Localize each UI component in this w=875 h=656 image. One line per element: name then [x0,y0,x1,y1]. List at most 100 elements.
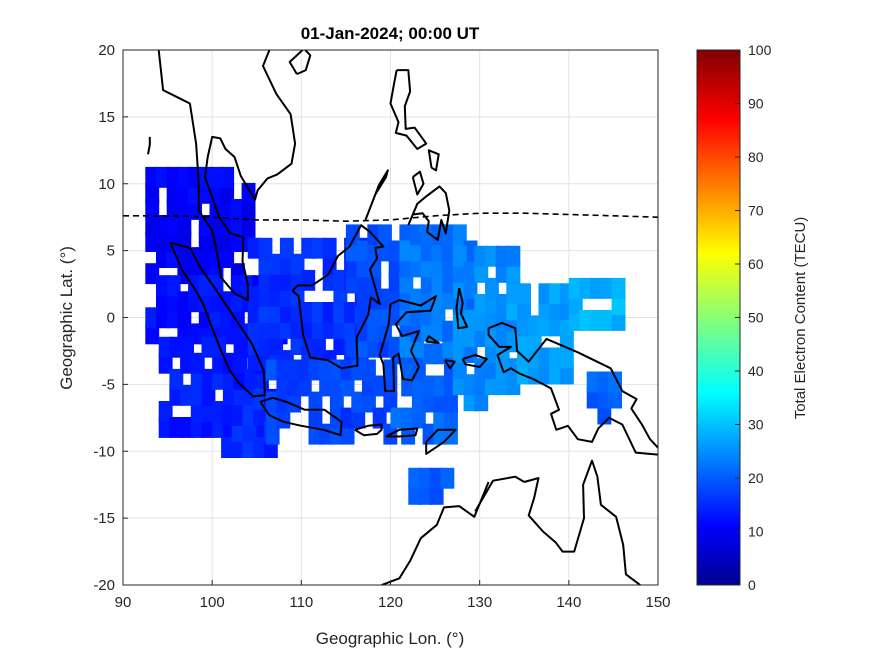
tec-cell [378,224,392,246]
tec-cell [611,310,626,331]
tec-cell [474,310,489,331]
tec-cell [340,359,355,381]
tec-cell [431,304,446,326]
tec-cell [538,363,553,385]
coastline-path [407,185,451,241]
y-tick-label: 5 [107,243,115,260]
x-tick-label: 110 [289,594,313,611]
tec-cell [422,423,437,445]
tec-cell [600,310,615,331]
y-tick-label: -10 [93,443,115,460]
tec-cell [297,375,312,397]
x-tick-label: 140 [556,594,581,611]
x-tick-label: 120 [378,594,403,611]
tec-cell [297,359,312,381]
tec-cell [345,272,360,294]
tec-cell [233,384,248,406]
tec-cell [463,277,478,299]
colorbar-label: Total Electron Content (TECU) [792,217,809,420]
tec-cell [549,283,564,305]
coastline-path [259,396,343,437]
tec-cell [452,358,467,380]
tec-cell [420,224,435,246]
tec-cell [422,375,437,397]
tec-cell [362,391,376,413]
tec-cell [198,215,213,236]
tec-cell [201,417,216,438]
colorbar [696,49,741,586]
tec-cell [362,375,376,397]
tec-cell [301,237,316,259]
tec-cell [485,342,499,363]
tec-cell [177,307,192,329]
coastlines [147,50,658,585]
tec-cell [247,302,262,323]
y-axis: 20 15 10 5 0 -5 -10 -15 -20 [93,42,128,594]
tec-cell [506,299,521,321]
tec-cell [247,285,262,307]
tec-cell [410,240,424,262]
y-tick-label: -15 [93,510,115,527]
tec-cell [269,318,284,339]
tec-cell [419,483,433,505]
tec-cell [269,334,284,355]
tec-cell [308,391,323,413]
tec-cell [198,247,213,268]
colorbar-tick-label: 60 [748,256,764,272]
coastline-path [444,359,456,370]
tec-cell [340,423,355,445]
tec-cell [188,275,202,297]
tec-cell [367,304,382,326]
tec-cell [399,256,414,278]
tec-cell [201,368,216,390]
tec-cell [401,359,416,381]
tec-cell [258,302,273,323]
tec-cell [220,231,235,252]
tec-cell [463,261,478,283]
tec-cell [444,391,458,413]
tec-cell [422,391,437,413]
tec-cell [279,285,294,307]
coastline-path [385,427,419,438]
tec-cell [222,352,237,374]
colorbar-tick-label: 50 [748,310,764,326]
tec-cell [333,302,348,323]
tec-cell [201,384,216,406]
tec-cell [452,261,467,283]
tec-cell [166,307,181,329]
tec-cell [312,318,326,339]
tec-cell [474,294,489,315]
x-axis: 90 100 110 120 130 140 150 [115,580,671,611]
tec-cell [230,307,245,329]
tec-cell [429,483,444,505]
tec-cell [538,283,553,305]
tec-cell [463,374,478,396]
tec-cell [258,285,273,307]
tec-cell [180,336,194,358]
tec-cell [145,199,160,220]
x-tick-label: 90 [115,594,132,611]
tec-cell [474,374,489,396]
tec-cell [411,391,426,413]
tec-cell [410,304,424,326]
tec-cell [242,437,257,458]
tec-cell [367,240,382,262]
x-tick-label: 100 [200,594,225,611]
tec-cell [180,384,194,406]
tec-cell [378,288,392,310]
coastline-path [378,295,437,393]
tec-cell [312,334,326,355]
tec-cell [231,421,246,442]
tec-cell [220,291,235,313]
tec-cell [220,166,235,188]
tec-cell [474,358,489,380]
tec-cell [420,272,435,294]
tec-cell [433,407,448,429]
tec-cell [506,283,521,305]
tec-cell [319,375,334,397]
tec-cell [463,390,478,412]
coastline-path [427,149,440,172]
tec-cell [265,359,280,381]
tec-cell [220,182,235,204]
tec-cell [319,359,334,381]
